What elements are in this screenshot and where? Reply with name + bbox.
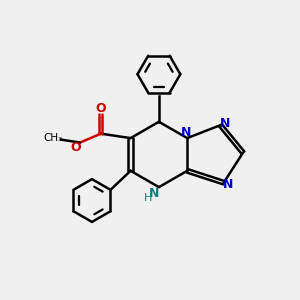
Text: N: N <box>148 187 159 200</box>
Text: N: N <box>220 117 230 130</box>
Text: N: N <box>181 126 191 139</box>
Text: H: H <box>143 194 152 203</box>
Text: CH₃: CH₃ <box>44 133 63 143</box>
Text: O: O <box>96 103 106 116</box>
Text: O: O <box>70 141 81 154</box>
Text: N: N <box>223 178 233 191</box>
